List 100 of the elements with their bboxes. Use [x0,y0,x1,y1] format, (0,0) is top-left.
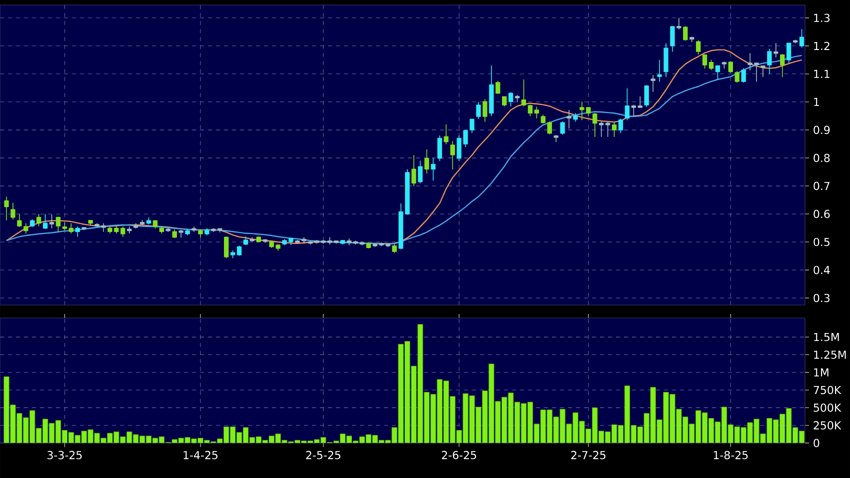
candlestick [17,214,22,227]
candlestick [722,61,727,69]
y-tick-label: 0.6 [814,210,830,218]
candlestick [243,236,248,246]
candlestick [450,140,455,170]
candlestick [547,121,552,135]
candlestick [496,80,500,94]
candlestick [702,54,708,69]
candlestick [327,236,332,245]
y-tick-label: 0.5 [814,238,830,246]
candlestick [320,240,326,244]
x-tick-label: 3-3-25 [48,450,82,460]
candlestick [172,228,177,238]
candlestick [741,68,746,83]
y-tick-label: 1.2 [814,42,830,50]
candlestick [612,121,617,138]
x-tick-label: 2-5-25 [306,450,340,460]
candlestick [774,42,778,58]
candlestick [540,114,546,124]
y-tick-label: 1 [814,98,819,106]
candlestick [650,74,656,92]
candlestick [638,96,642,108]
candlestick [185,228,190,236]
candlestick [470,118,474,134]
candlestick [353,240,358,245]
candlestick [24,222,28,234]
candlestick [799,28,804,48]
candlestick [489,65,494,116]
candlestick [308,240,313,245]
candlestick [10,202,16,220]
candlestick [346,238,352,246]
candlestick [592,112,598,138]
y-tick-label: 0.9 [814,126,830,134]
candlestick [482,98,488,122]
candlestick [211,228,216,232]
candlestick [88,220,93,226]
candlestick [424,149,430,174]
candlestick [728,60,733,73]
candlestick [192,226,196,232]
candlestick [262,238,268,243]
y-tick-label: 0.4 [814,266,830,274]
x-tick-label: 2-6-25 [442,450,476,460]
candlestick [670,26,675,52]
candlestick [204,228,210,236]
candlestick [120,226,126,238]
candlestick [314,240,320,244]
candlestick [198,228,203,238]
candlestick [780,54,785,78]
candlestick [405,168,410,215]
candlestick [166,228,170,232]
y-tick-label: 0.8 [814,154,830,162]
candlestick [68,222,74,234]
y-tick-label: 0.7 [814,182,830,190]
candlestick [437,135,442,162]
y-tick-label: 500K [814,404,842,412]
y-tick-label: 1.5M [814,332,839,342]
candlestick [734,70,740,83]
candlestick [690,36,694,42]
candlestick [767,48,772,74]
candlestick [508,92,514,107]
candlestick [392,244,397,254]
candlestick [75,226,80,238]
candlestick [30,218,35,227]
candlestick [218,228,222,233]
candlestick [528,104,533,116]
candlestick [560,121,565,135]
candlestick [664,42,668,78]
candlestick [411,154,416,186]
candlestick [418,160,423,184]
candlestick [760,65,766,78]
x-tick-label: 1-8-25 [714,450,748,460]
candlestick [676,17,682,30]
x-tick-label: 2-7-25 [571,450,606,460]
y-tick-label: 1.1 [814,70,830,78]
candlestick [366,242,371,249]
candlestick [696,40,701,55]
candlestick [82,227,86,230]
candlestick [334,240,339,244]
candlestick [398,202,404,250]
y-tick-label: 0.3 [814,294,830,302]
y-tick-label: 250K [814,421,842,430]
candlestick [476,102,481,120]
candlestick [708,60,714,70]
y-tick-label: 1.25M [814,350,846,359]
candlestick [56,216,61,232]
candlestick [502,96,507,107]
candlestick [224,236,229,258]
candlestick [644,84,649,108]
candlestick [573,112,578,122]
candlestick [152,220,158,229]
candlestick [554,134,558,142]
candlestick [340,240,346,245]
y-tick-label: 1M [814,368,828,376]
candlestick [683,26,688,41]
candlestick [62,222,68,230]
candlestick [36,214,42,226]
candlestick [534,106,540,119]
x-tick-label: 1-4-25 [184,450,218,460]
candlestick [514,94,520,102]
y-tick-label: 0 [814,438,820,448]
